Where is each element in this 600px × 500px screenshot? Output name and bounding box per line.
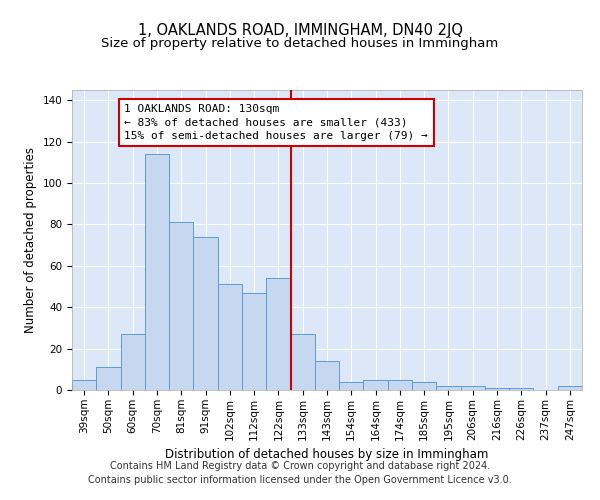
Bar xyxy=(242,293,266,390)
Bar xyxy=(193,237,218,390)
Bar xyxy=(290,334,315,390)
Text: 1 OAKLANDS ROAD: 130sqm
← 83% of detached houses are smaller (433)
15% of semi-d: 1 OAKLANDS ROAD: 130sqm ← 83% of detache… xyxy=(124,104,428,141)
Bar xyxy=(72,380,96,390)
Bar xyxy=(218,284,242,390)
Bar xyxy=(558,386,582,390)
Bar xyxy=(145,154,169,390)
Text: Contains HM Land Registry data © Crown copyright and database right 2024.
Contai: Contains HM Land Registry data © Crown c… xyxy=(88,461,512,485)
Bar xyxy=(339,382,364,390)
Bar xyxy=(315,361,339,390)
Bar xyxy=(509,388,533,390)
Bar xyxy=(412,382,436,390)
Bar xyxy=(121,334,145,390)
Bar xyxy=(485,388,509,390)
Bar xyxy=(364,380,388,390)
Bar xyxy=(96,367,121,390)
Y-axis label: Number of detached properties: Number of detached properties xyxy=(24,147,37,333)
Bar xyxy=(169,222,193,390)
Bar xyxy=(461,386,485,390)
Bar xyxy=(388,380,412,390)
Bar xyxy=(436,386,461,390)
X-axis label: Distribution of detached houses by size in Immingham: Distribution of detached houses by size … xyxy=(166,448,488,461)
Bar xyxy=(266,278,290,390)
Text: 1, OAKLANDS ROAD, IMMINGHAM, DN40 2JQ: 1, OAKLANDS ROAD, IMMINGHAM, DN40 2JQ xyxy=(137,22,463,38)
Text: Size of property relative to detached houses in Immingham: Size of property relative to detached ho… xyxy=(101,38,499,51)
